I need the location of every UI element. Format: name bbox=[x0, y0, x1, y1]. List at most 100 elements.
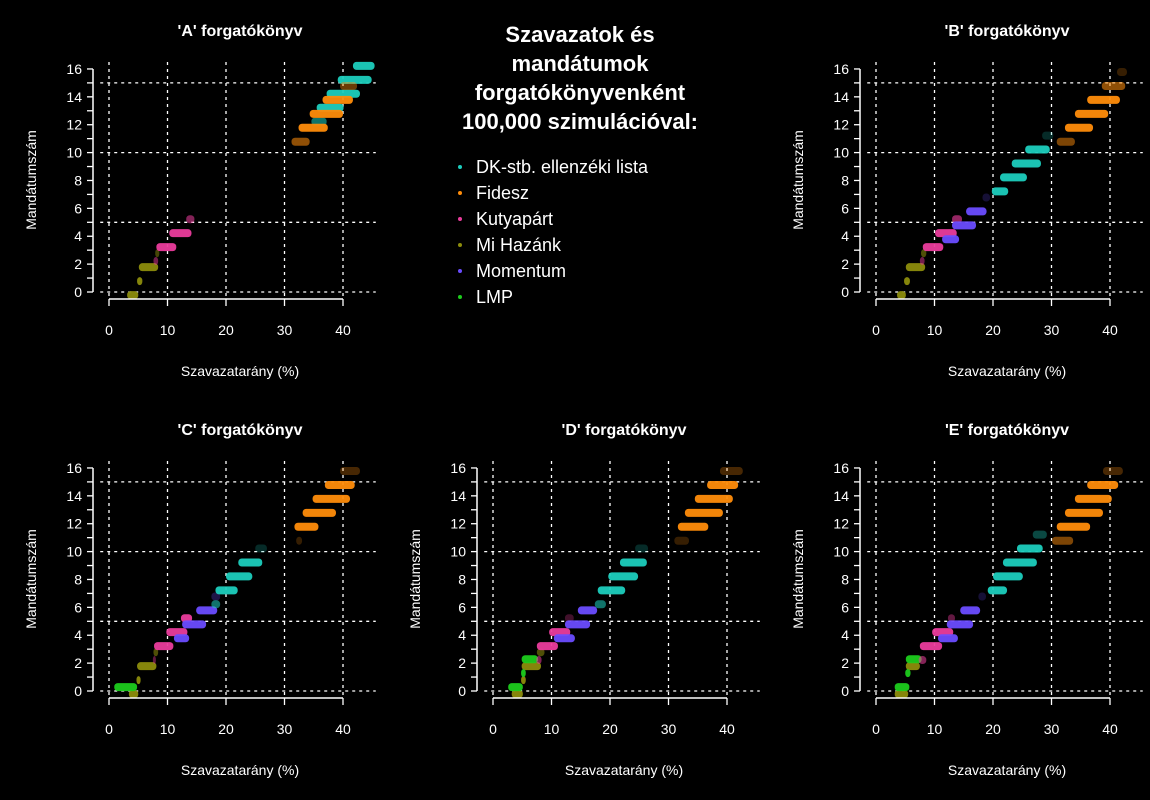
band-mi-3-seats bbox=[536, 648, 545, 657]
band-dk-9-seats bbox=[619, 558, 647, 567]
y-tick-label: 6 bbox=[74, 599, 82, 615]
legend-label: Fidesz bbox=[476, 183, 530, 203]
y-tick-label: 0 bbox=[458, 683, 466, 699]
band-dk-6-seats bbox=[594, 600, 606, 609]
band-fidesz-15-seats bbox=[1101, 81, 1126, 90]
band-kutya-4-seats bbox=[169, 229, 192, 238]
legend-dot-icon bbox=[458, 165, 462, 169]
legend-item-fidesz: Fidesz bbox=[458, 180, 720, 206]
x-tick-label: 40 bbox=[335, 721, 351, 737]
y-tick-label: 16 bbox=[66, 61, 82, 77]
band-fidesz-12-seats bbox=[1064, 123, 1094, 132]
band-fidesz-15-seats bbox=[324, 480, 355, 489]
y-tick-label: 12 bbox=[450, 516, 466, 532]
y-tick-label: 2 bbox=[841, 256, 849, 272]
y-tick-label: 2 bbox=[841, 655, 849, 671]
y-tick-label: 8 bbox=[841, 172, 849, 188]
band-fidesz-16-seats bbox=[1117, 68, 1127, 77]
band-dk-10-seats bbox=[1025, 145, 1050, 154]
panel-b: 0 2 4 6 8 10 12 14 16 0 10 20 30 40 'B' forgatókönyv Sz… bbox=[790, 23, 1143, 379]
band-dk-11-seats bbox=[1042, 131, 1054, 140]
band-mom-7-seats bbox=[982, 193, 991, 202]
y-tick-label: 16 bbox=[833, 61, 849, 77]
legend-dot-icon bbox=[458, 295, 462, 299]
y-tick-label: 14 bbox=[833, 89, 849, 105]
x-tick-label: 0 bbox=[105, 322, 113, 338]
band-kutya-3-seats bbox=[922, 243, 944, 252]
band-fidesz-16-seats bbox=[1102, 467, 1123, 476]
legend-dot-icon bbox=[458, 191, 462, 195]
band-lmp-0-seats bbox=[114, 683, 138, 692]
y-tick-label: 12 bbox=[833, 516, 849, 532]
panel-c: 0 2 4 6 8 10 12 14 16 0 10 20 30 40 'C' forgatókönyv Sz… bbox=[23, 422, 376, 778]
y-tick-label: 8 bbox=[841, 571, 849, 587]
band-dk-7-seats bbox=[597, 586, 626, 595]
band-dk-9-seats bbox=[238, 558, 263, 567]
y-tick-label: 4 bbox=[458, 627, 466, 643]
band-mi-2-seats bbox=[905, 662, 920, 671]
band-mi-1-seats bbox=[137, 277, 143, 286]
x-tick-label: 0 bbox=[872, 721, 880, 737]
panel-title: 'C' forgatókönyv bbox=[178, 422, 303, 439]
main-title: Szavazatok és mandátumok forgatókönyvenk… bbox=[461, 22, 699, 134]
band-kutya-4-seats bbox=[935, 229, 957, 238]
y-axis-label: Mandátumszám bbox=[790, 529, 806, 629]
legend-label: LMP bbox=[476, 287, 514, 307]
y-tick-label: 2 bbox=[74, 256, 82, 272]
y-tick-label: 12 bbox=[66, 117, 82, 133]
x-axis-label: Szavazatarány (%) bbox=[948, 762, 1066, 778]
x-tick-label: 10 bbox=[927, 322, 943, 338]
y-tick-label: 8 bbox=[458, 571, 466, 587]
band-dk-16-seats bbox=[352, 61, 375, 70]
band-dk-7-seats bbox=[991, 187, 1009, 196]
band-lmp-1-seats bbox=[521, 669, 526, 678]
band-dk-8-seats bbox=[226, 572, 253, 581]
y-tick-label: 14 bbox=[833, 488, 849, 504]
y-tick-label: 4 bbox=[74, 228, 82, 244]
band-mi-2-seats bbox=[138, 263, 159, 272]
x-tick-label: 40 bbox=[719, 721, 735, 737]
band-dk-8-seats bbox=[1000, 173, 1027, 182]
y-tick-label: 2 bbox=[458, 655, 466, 671]
panel-e: 0 2 4 6 8 10 12 14 16 0 10 20 30 40 'E' forgatókönyv Sz… bbox=[790, 422, 1143, 778]
y-axis-label: Mandátumszám bbox=[23, 529, 39, 629]
band-mi-0-seats bbox=[894, 690, 909, 699]
x-axis-label: Szavazatarány (%) bbox=[181, 762, 299, 778]
band-lmp-0-seats bbox=[894, 683, 910, 692]
band-dk-8-seats bbox=[608, 572, 639, 581]
y-tick-label: 6 bbox=[841, 599, 849, 615]
x-tick-label: 10 bbox=[160, 322, 176, 338]
y-tick-label: 4 bbox=[841, 627, 849, 643]
band-mom-5-seats bbox=[952, 221, 977, 230]
band-kutya-3-seats bbox=[154, 642, 174, 651]
y-tick-label: 10 bbox=[66, 145, 82, 161]
x-tick-label: 20 bbox=[985, 721, 1001, 737]
y-tick-label: 8 bbox=[74, 571, 82, 587]
band-dk-11-seats bbox=[1032, 530, 1047, 539]
band-kutya-5-seats bbox=[180, 614, 193, 623]
x-tick-label: 10 bbox=[160, 721, 176, 737]
band-dk-13-seats bbox=[316, 103, 344, 112]
band-dk-9-seats bbox=[1011, 159, 1041, 168]
band-mom-7-seats bbox=[211, 592, 221, 601]
band-kutya-5-seats bbox=[186, 215, 195, 224]
band-kutya-3-seats bbox=[156, 243, 177, 252]
band-fidesz-14-seats bbox=[694, 494, 733, 503]
y-tick-label: 14 bbox=[450, 488, 466, 504]
band-fidesz-16-seats bbox=[340, 467, 360, 476]
band-fidesz-11-seats bbox=[291, 137, 310, 146]
band-mi-2-seats bbox=[521, 662, 541, 671]
y-tick-label: 2 bbox=[74, 655, 82, 671]
band-mom-6-seats bbox=[960, 606, 981, 615]
x-tick-label: 20 bbox=[602, 721, 618, 737]
band-kutya-2-seats bbox=[153, 257, 159, 266]
legend-item-mi-hazank: Mi Hazánk bbox=[458, 232, 720, 258]
panel-d: 0 2 4 6 8 10 12 14 16 0 10 20 30 40 'D' forgatókönyv Sz… bbox=[407, 422, 760, 778]
band-fidesz-15-seats bbox=[340, 81, 358, 90]
band-fidesz-15-seats bbox=[1087, 480, 1119, 489]
band-mi-2-seats bbox=[905, 263, 926, 272]
panel-a: 0 2 4 6 8 10 12 14 16 0 10 20 30 40 'A' forgatókönyv Sz… bbox=[23, 23, 376, 379]
band-dk-7-seats bbox=[987, 586, 1008, 595]
panel-title: 'A' forgatókönyv bbox=[178, 23, 303, 40]
legend-item-lmp: LMP bbox=[458, 284, 720, 310]
